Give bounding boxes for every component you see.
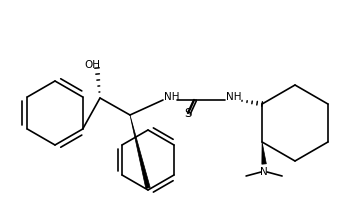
Polygon shape (130, 115, 150, 188)
Text: S: S (184, 107, 192, 120)
Text: NH: NH (226, 92, 241, 102)
Polygon shape (262, 142, 266, 164)
Text: NH: NH (164, 92, 179, 102)
Text: N: N (260, 167, 268, 177)
Text: OH: OH (84, 60, 100, 70)
